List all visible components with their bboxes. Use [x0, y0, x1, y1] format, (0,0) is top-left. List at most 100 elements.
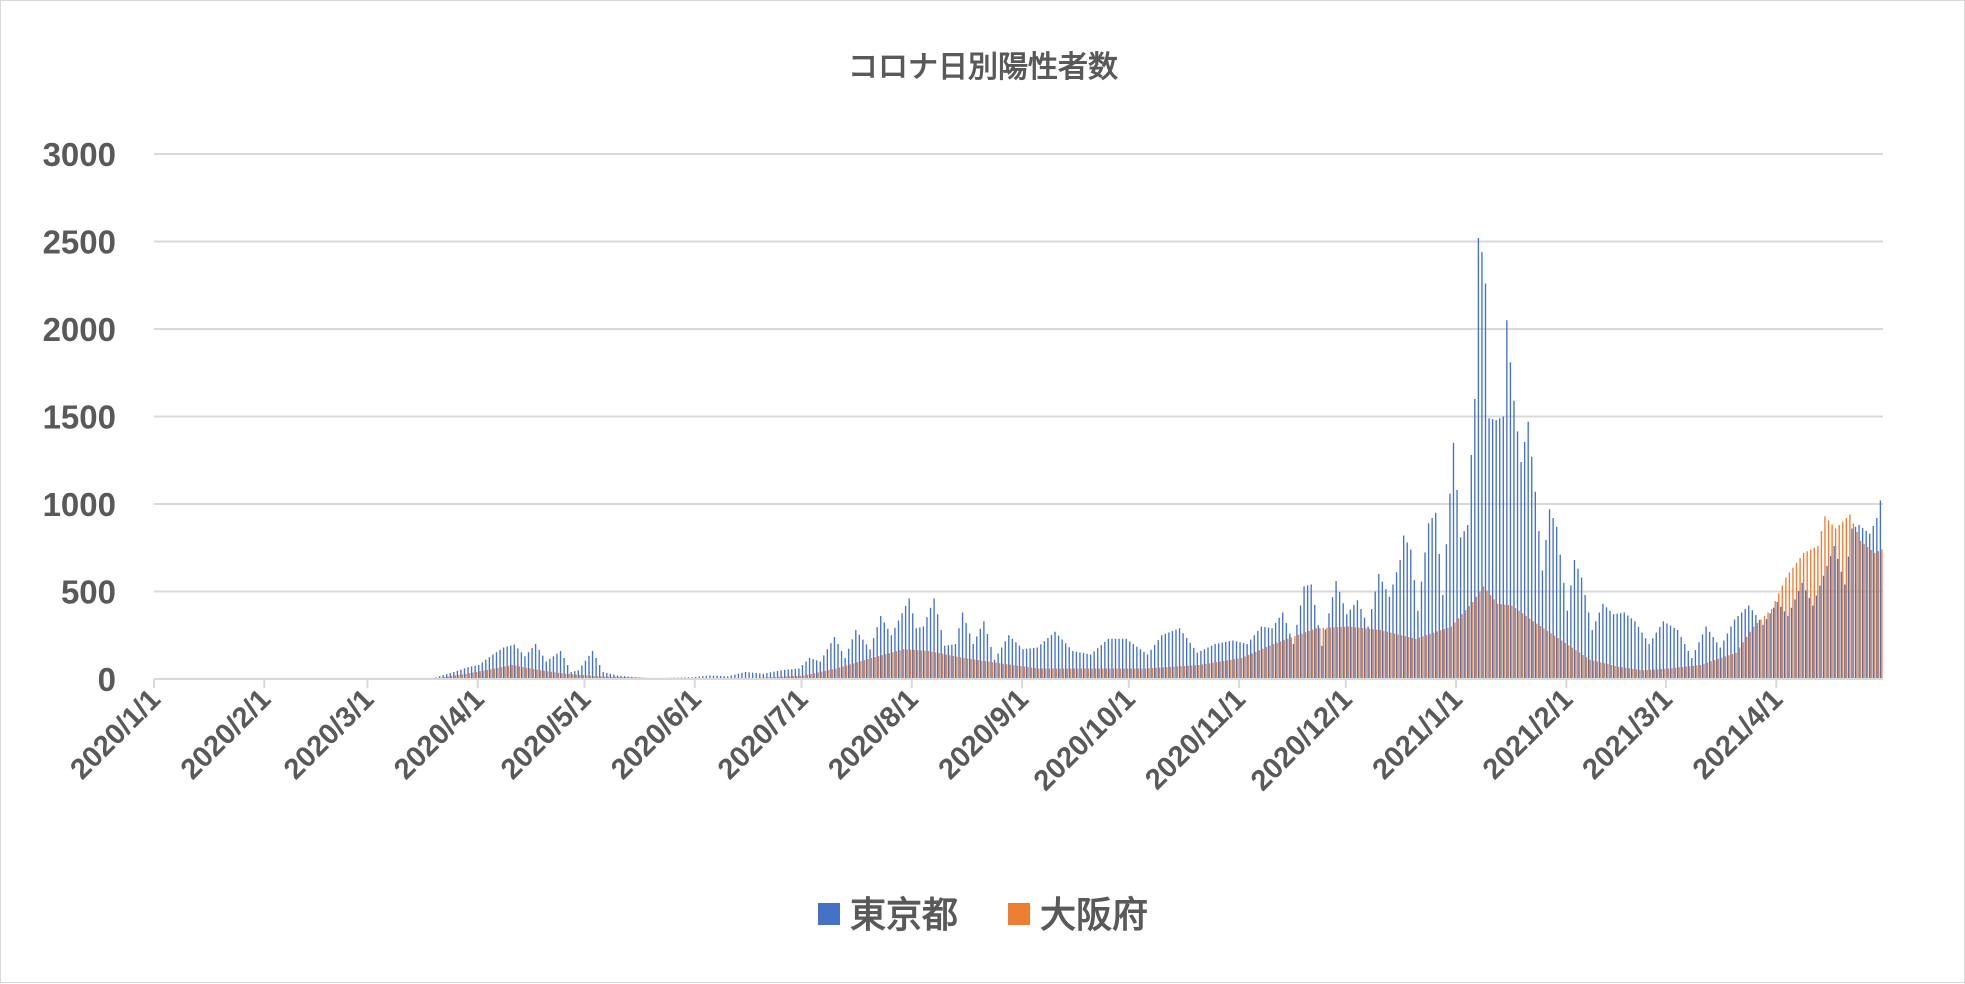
bar [813, 673, 816, 679]
bar [500, 667, 503, 679]
bar [1596, 661, 1598, 679]
bar [1306, 585, 1309, 680]
bar [1788, 572, 1791, 679]
bar [872, 638, 875, 679]
bar [1424, 552, 1426, 679]
bar [1425, 635, 1428, 679]
x-tick-label: 2020/10/1 [1028, 683, 1142, 797]
bar [1605, 607, 1608, 679]
bar [1235, 641, 1238, 680]
bar [966, 658, 969, 679]
bar [737, 673, 740, 679]
bar [522, 666, 524, 679]
bar [1171, 631, 1174, 679]
bar [447, 676, 449, 679]
bar [1548, 509, 1551, 679]
bar [1146, 654, 1149, 679]
bar [1813, 547, 1815, 679]
bar [596, 676, 599, 679]
bar [593, 675, 595, 679]
bar [556, 653, 558, 680]
bar [1696, 665, 1698, 679]
bar [805, 661, 807, 679]
bar [863, 660, 866, 679]
bar [1240, 658, 1243, 679]
bar [1057, 635, 1060, 679]
bar [796, 675, 798, 679]
bar [1561, 640, 1563, 679]
x-tick-label: 2020/9/1 [933, 683, 1035, 785]
bar [1598, 612, 1601, 679]
series-0 [435, 238, 1882, 680]
bar [1603, 663, 1606, 679]
bar [931, 651, 933, 679]
bar [890, 635, 893, 679]
x-tick-label: 2020/3/1 [278, 683, 380, 785]
bar [1239, 642, 1241, 679]
bar [1731, 653, 1734, 679]
bar [1481, 252, 1483, 679]
bar [490, 669, 492, 679]
x-axis-ticks: 2020/1/1 2020/2/1 2020/3/1 2020/4/1 2020/5/1… [64, 683, 1789, 797]
bar [589, 675, 592, 679]
bar [1080, 668, 1083, 679]
bar [1315, 628, 1317, 679]
bar [1470, 455, 1472, 679]
bar [940, 630, 942, 679]
bar [606, 672, 608, 680]
bar [1267, 627, 1270, 679]
y-tick-label: 1500 [43, 399, 116, 436]
bar [792, 676, 794, 679]
bar [543, 670, 545, 679]
bar [1321, 645, 1323, 679]
bar [979, 628, 981, 679]
bar [449, 673, 451, 679]
bar [1482, 586, 1485, 679]
bar [1225, 641, 1227, 679]
bar [451, 675, 453, 679]
bar [1442, 595, 1444, 679]
bar [794, 668, 796, 679]
bar [1303, 586, 1305, 679]
bar [880, 616, 882, 679]
bar [1842, 521, 1844, 679]
x-tick-label: 2020/2/1 [175, 683, 277, 785]
bar [1578, 652, 1581, 679]
bar [438, 676, 441, 679]
bar [897, 620, 900, 679]
bar [1282, 612, 1284, 679]
bar [1435, 512, 1437, 679]
series-1 [436, 514, 1883, 680]
bar [1859, 540, 1862, 679]
legend-label-tokyo: 東京都 [850, 894, 958, 936]
bar [844, 658, 846, 679]
bar [618, 676, 620, 679]
bar [1194, 665, 1196, 679]
bar [1132, 644, 1134, 679]
bar [1009, 664, 1011, 679]
bar [853, 663, 855, 679]
bar [1685, 666, 1687, 679]
bar [709, 675, 711, 679]
bar [1027, 667, 1029, 679]
bar [1648, 644, 1650, 679]
bar [1824, 516, 1826, 679]
bar [1304, 632, 1307, 679]
bar [474, 665, 476, 679]
bar [631, 676, 633, 679]
bar [1075, 651, 1078, 679]
bar [1368, 628, 1371, 679]
bar [1422, 636, 1424, 679]
bar [1015, 642, 1017, 679]
bar [1445, 544, 1448, 679]
bar [920, 650, 923, 679]
bar [1573, 560, 1576, 679]
bar [1251, 653, 1253, 679]
bar [1858, 525, 1860, 679]
bar [1844, 584, 1846, 679]
bar [727, 676, 729, 680]
bar [486, 669, 488, 679]
bar [1191, 665, 1193, 679]
bar [504, 666, 506, 679]
bar [493, 668, 496, 679]
